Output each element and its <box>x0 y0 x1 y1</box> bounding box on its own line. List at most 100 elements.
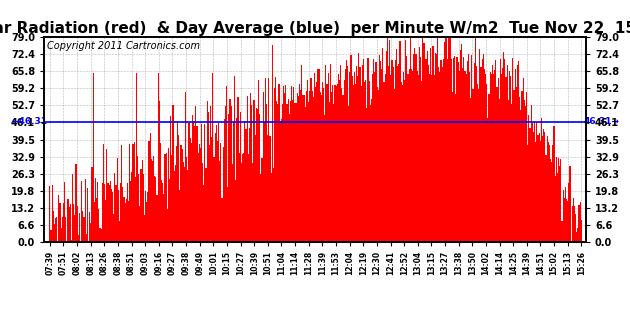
Bar <box>561 221 563 242</box>
Bar <box>227 187 228 242</box>
Bar <box>273 168 274 242</box>
Bar <box>373 59 374 242</box>
Bar <box>153 156 154 242</box>
Bar <box>49 186 50 242</box>
Bar <box>77 235 79 242</box>
Bar <box>387 38 388 242</box>
Bar <box>502 68 503 242</box>
Bar <box>160 144 161 242</box>
Bar <box>343 80 345 242</box>
Bar <box>149 133 151 242</box>
Bar <box>534 122 535 242</box>
Bar <box>70 204 71 242</box>
Bar <box>222 148 224 242</box>
Bar <box>352 76 353 242</box>
Bar <box>479 49 481 242</box>
Bar <box>143 174 144 242</box>
Bar <box>342 95 343 242</box>
Bar <box>378 90 379 242</box>
Bar <box>356 66 357 242</box>
Bar <box>84 179 86 242</box>
Bar <box>265 78 266 242</box>
Bar <box>200 148 201 242</box>
Bar <box>285 85 287 242</box>
Bar <box>50 230 52 242</box>
Bar <box>567 201 568 242</box>
Bar <box>164 154 166 242</box>
Bar <box>105 200 106 242</box>
Bar <box>93 73 94 242</box>
Bar <box>142 160 143 242</box>
Bar <box>468 54 469 242</box>
Bar <box>517 65 518 242</box>
Bar <box>56 217 57 242</box>
Bar <box>496 87 498 242</box>
Bar <box>348 106 349 242</box>
Bar <box>557 173 558 242</box>
Bar <box>338 74 339 242</box>
Bar <box>520 110 522 242</box>
Bar <box>542 136 543 242</box>
Bar <box>212 73 214 242</box>
Bar <box>463 57 464 242</box>
Bar <box>170 116 171 242</box>
Bar <box>239 153 240 242</box>
Bar <box>541 118 542 242</box>
Bar <box>243 153 244 242</box>
Bar <box>298 96 299 242</box>
Bar <box>197 126 198 242</box>
Bar <box>571 206 573 242</box>
Bar <box>435 53 436 242</box>
Bar <box>544 132 546 242</box>
Bar <box>295 103 297 242</box>
Bar <box>117 158 118 242</box>
Bar <box>312 97 314 242</box>
Bar <box>485 74 486 242</box>
Bar <box>54 224 55 242</box>
Bar <box>158 73 159 242</box>
Bar <box>219 161 220 242</box>
Bar <box>438 67 439 242</box>
Bar <box>132 144 134 242</box>
Bar <box>443 59 444 242</box>
Text: 46.31→: 46.31→ <box>583 117 620 126</box>
Bar <box>190 138 191 242</box>
Bar <box>176 146 177 242</box>
Bar <box>412 71 413 242</box>
Bar <box>250 93 251 242</box>
Bar <box>81 181 83 242</box>
Bar <box>113 214 114 242</box>
Bar <box>166 153 167 242</box>
Bar <box>129 144 130 242</box>
Bar <box>52 185 53 242</box>
Bar <box>464 71 466 242</box>
Bar <box>224 119 225 242</box>
Bar <box>134 142 135 242</box>
Bar <box>537 135 539 242</box>
Bar <box>289 114 290 242</box>
Bar <box>128 201 129 242</box>
Bar <box>455 94 457 242</box>
Bar <box>226 86 227 242</box>
Bar <box>403 72 404 242</box>
Bar <box>232 164 233 242</box>
Bar <box>91 167 93 242</box>
Bar <box>180 145 181 242</box>
Bar <box>90 223 91 242</box>
Bar <box>145 191 146 242</box>
Bar <box>69 207 70 242</box>
Bar <box>518 61 519 242</box>
Bar <box>71 240 72 242</box>
Bar <box>498 99 500 242</box>
Bar <box>125 199 127 242</box>
Bar <box>95 178 96 242</box>
Bar <box>570 166 571 242</box>
Bar <box>500 59 501 242</box>
Bar <box>66 241 67 242</box>
Bar <box>127 183 128 242</box>
Bar <box>413 54 415 242</box>
Bar <box>575 214 576 242</box>
Bar <box>484 69 485 242</box>
Bar <box>236 117 238 242</box>
Bar <box>429 74 430 242</box>
